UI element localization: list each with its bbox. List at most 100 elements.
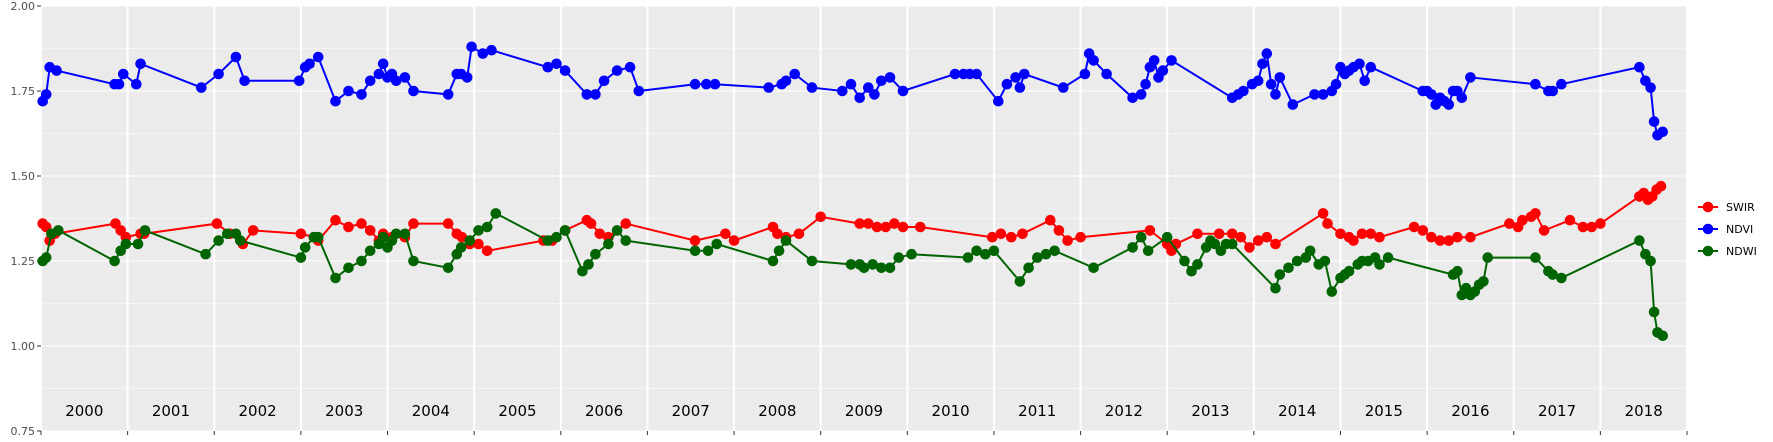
data-point-ndwi xyxy=(1645,255,1656,267)
data-point-ndvi xyxy=(1252,75,1264,87)
year-label: 2003 xyxy=(325,402,363,420)
data-point-swir xyxy=(1317,208,1329,219)
data-point-ndwi xyxy=(1657,330,1668,342)
data-point-ndwi xyxy=(767,255,779,267)
year-label: 2014 xyxy=(1278,402,1316,420)
data-point-ndwi xyxy=(590,248,601,260)
legend-item-swir: SWIR xyxy=(1698,201,1755,214)
data-point-swir xyxy=(330,214,341,226)
data-point-swir xyxy=(1586,221,1597,233)
data-point-ndwi xyxy=(1032,252,1043,263)
data-point-ndwi xyxy=(906,248,917,260)
data-point-ndvi xyxy=(763,82,774,93)
data-point-swir xyxy=(995,228,1007,240)
data-point-ndwi xyxy=(343,262,354,274)
data-point-ndwi xyxy=(1192,259,1203,270)
data-point-ndvi xyxy=(1443,99,1455,110)
data-point-ndvi xyxy=(884,72,896,83)
data-point-ndwi xyxy=(213,235,224,246)
data-point-ndvi xyxy=(1359,75,1370,87)
y-tick-label: 2.00 xyxy=(11,0,36,13)
data-point-ndvi xyxy=(1648,116,1660,127)
data-point-swir xyxy=(880,221,891,233)
grid-lines xyxy=(40,5,1688,432)
data-point-ndwi xyxy=(295,252,307,263)
data-point-ndvi xyxy=(1079,68,1091,80)
data-point-ndvi xyxy=(1148,55,1160,66)
data-point-ndwi xyxy=(1304,245,1316,257)
data-point-ndvi xyxy=(1657,126,1668,138)
data-point-swir xyxy=(889,218,900,229)
data-point-swir xyxy=(408,218,419,229)
data-point-ndvi xyxy=(1014,82,1026,93)
data-point-ndvi xyxy=(399,72,411,83)
data-point-ndwi xyxy=(1179,255,1190,267)
y-tick-label: 0.75 xyxy=(11,425,36,438)
data-point-ndvi xyxy=(876,75,887,87)
data-point-swir xyxy=(1270,238,1281,250)
data-point-ndvi xyxy=(1010,72,1021,83)
data-point-ndvi xyxy=(1257,58,1268,70)
data-point-ndwi xyxy=(867,259,878,270)
data-point-ndvi xyxy=(40,89,52,100)
data-point-ndvi xyxy=(486,44,497,56)
data-point-ndwi xyxy=(1161,231,1173,243)
data-point-ndwi xyxy=(603,238,614,250)
legend-label: SWIR xyxy=(1726,201,1755,214)
data-point-ndwi xyxy=(442,262,454,274)
data-point-ndwi xyxy=(1274,269,1286,280)
data-point-ndvi xyxy=(1265,78,1277,90)
series-lines xyxy=(37,41,1668,342)
data-point-ndwi xyxy=(1142,245,1154,257)
data-point-ndwi xyxy=(858,262,870,274)
data-point-ndwi xyxy=(1326,286,1338,297)
data-point-ndvi xyxy=(135,58,146,70)
data-point-swir xyxy=(1517,214,1528,226)
data-point-ndwi xyxy=(330,272,341,284)
data-point-ndwi xyxy=(464,235,476,246)
legend-item-ndwi: NDWI xyxy=(1698,245,1757,258)
data-point-ndwi xyxy=(1014,276,1026,287)
data-point-swir xyxy=(986,231,998,243)
data-point-ndwi xyxy=(312,231,324,243)
data-point-swir xyxy=(863,218,874,229)
data-point-swir xyxy=(1452,231,1463,243)
data-point-ndvi xyxy=(1019,68,1030,80)
data-point-ndvi xyxy=(330,95,341,107)
year-label: 2017 xyxy=(1538,402,1576,420)
data-point-ndwi xyxy=(1127,242,1138,253)
data-point-ndvi xyxy=(230,51,242,63)
data-point-ndvi xyxy=(131,78,142,90)
data-point-ndwi xyxy=(1283,262,1294,274)
axes: 0.75 1.00 1.25 1.50 1.75 2.00 2000 2001 2002 2003… xyxy=(11,0,1688,438)
data-point-ndvi xyxy=(113,78,125,90)
data-point-ndwi xyxy=(399,228,411,240)
data-point-ndvi xyxy=(1261,48,1273,59)
legend-key-point xyxy=(1702,201,1714,213)
data-point-swir xyxy=(481,245,493,257)
data-point-ndwi xyxy=(806,255,818,267)
data-point-ndvi xyxy=(598,75,610,87)
data-point-ndvi xyxy=(239,75,250,87)
data-point-ndwi xyxy=(132,238,144,250)
data-point-ndvi xyxy=(1270,89,1281,100)
data-point-ndvi xyxy=(312,51,324,63)
data-point-ndvi xyxy=(789,68,800,80)
data-point-ndwi xyxy=(845,259,857,270)
data-point-ndwi xyxy=(1452,265,1463,277)
year-label: 2013 xyxy=(1191,402,1229,420)
data-point-ndwi xyxy=(1291,255,1303,267)
data-point-ndvi xyxy=(1556,78,1567,90)
data-point-swir xyxy=(1348,235,1359,246)
year-label: 2009 xyxy=(845,402,883,420)
data-point-swir xyxy=(1322,218,1333,229)
data-point-swir xyxy=(1356,228,1368,240)
data-point-ndvi xyxy=(1001,78,1013,90)
series-ndvi xyxy=(37,41,1668,141)
data-point-ndvi xyxy=(1135,89,1147,100)
data-point-swir xyxy=(1075,231,1086,243)
data-point-ndvi xyxy=(1309,89,1320,100)
data-point-ndwi xyxy=(620,235,632,246)
year-label: 2016 xyxy=(1451,402,1489,420)
data-point-ndvi xyxy=(897,85,909,97)
